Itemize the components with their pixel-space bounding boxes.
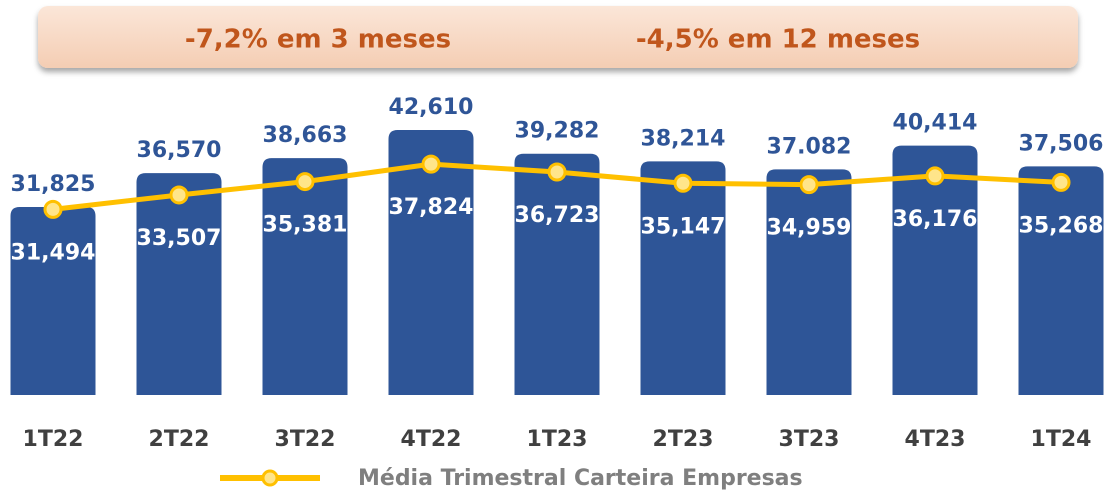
line-marker — [43, 199, 63, 219]
legend-marker — [261, 469, 279, 487]
line-marker — [673, 173, 693, 193]
bar — [136, 173, 222, 395]
bar — [388, 129, 474, 396]
line-marker — [295, 172, 315, 192]
x-tick-label: 1T24 — [1031, 427, 1092, 452]
bar-value-label: 31,825 — [11, 172, 96, 197]
line-value-label: 37,824 — [389, 195, 474, 220]
line-value-label: 36,723 — [515, 203, 600, 228]
line-marker — [799, 175, 819, 195]
line-marker — [547, 162, 567, 182]
annotation: -4,5% em 12 meses — [636, 25, 920, 55]
line-marker — [421, 154, 441, 174]
line-value-label: 33,507 — [137, 226, 222, 251]
bar-value-label: 37.082 — [767, 134, 852, 159]
bar-value-label: 38,214 — [641, 126, 726, 151]
bar — [1018, 166, 1104, 395]
annotation: -7,2% em 3 meses — [185, 25, 451, 55]
banner — [38, 6, 1078, 68]
bar — [766, 169, 852, 395]
line-marker — [1051, 172, 1071, 192]
x-tick-label: 2T22 — [149, 427, 210, 452]
line-value-label: 35,381 — [263, 213, 348, 238]
bar — [640, 161, 726, 395]
bar — [514, 153, 600, 395]
x-tick-label: 3T23 — [779, 427, 840, 452]
bar-value-label: 42,610 — [389, 95, 474, 120]
line-marker — [169, 185, 189, 205]
line-value-label: 34,959 — [767, 216, 852, 241]
x-tick-label: 1T23 — [527, 427, 588, 452]
line-marker — [925, 166, 945, 186]
x-tick-label: 1T22 — [23, 427, 84, 452]
line-value-label: 31,494 — [11, 240, 96, 265]
x-tick-label: 2T23 — [653, 427, 714, 452]
line-value-label: 36,176 — [893, 207, 978, 232]
bar-value-label: 36,570 — [137, 138, 222, 163]
bar — [892, 145, 978, 395]
line-value-label: 35,147 — [641, 214, 726, 239]
bar-value-label: 40,414 — [893, 111, 978, 136]
line-value-label: 35,268 — [1019, 213, 1104, 238]
bar-value-label: 39,282 — [515, 119, 600, 144]
bar — [10, 206, 96, 395]
bar-value-label: 38,663 — [263, 123, 348, 148]
bar — [262, 158, 348, 395]
x-tick-label: 3T22 — [275, 427, 336, 452]
x-tick-label: 4T22 — [401, 427, 462, 452]
bar-value-label: 37,506 — [1019, 131, 1104, 156]
legend-label: Média Trimestral Carteira Empresas — [358, 466, 803, 491]
x-tick-label: 4T23 — [905, 427, 966, 452]
